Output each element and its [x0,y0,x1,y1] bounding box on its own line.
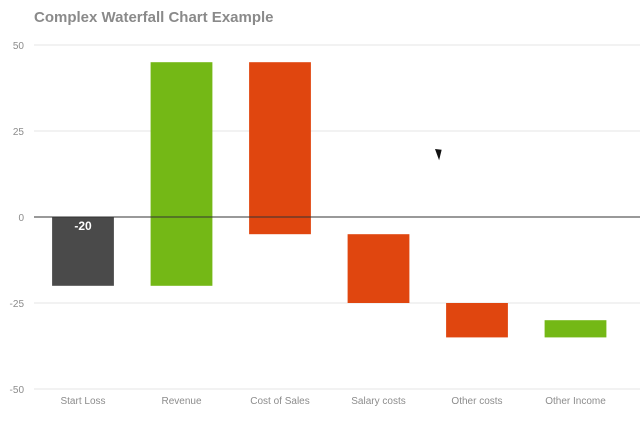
x-tick-label: Revenue [161,396,201,407]
y-tick-label: 25 [13,127,25,138]
waterfall-bar [150,62,213,286]
waterfall-bar [52,217,114,286]
waterfall-bar [446,303,508,338]
bar-data-label: -20 [74,219,92,233]
grid-layer [34,44,640,390]
label-layer: 50 25 0 -25 -50 -20 Start Loss Revenue Cost of S… [10,41,607,407]
chart-title: Complex Waterfall Chart Example [34,9,274,26]
x-tick-label: Salary costs [351,396,405,407]
waterfall-bar [347,234,410,303]
x-tick-label: Other costs [451,396,502,407]
x-tick-label: Other Income [545,396,606,407]
waterfall-bar [249,62,311,235]
y-tick-label: 0 [18,213,24,224]
x-tick-label: Cost of Sales [250,396,309,407]
x-tick-label: Start Loss [60,396,105,407]
y-tick-label: -25 [10,299,25,310]
y-tick-label: 50 [13,41,25,52]
waterfall-bar [544,320,607,338]
y-tick-label: -50 [10,385,25,396]
bar-layer [52,62,607,338]
